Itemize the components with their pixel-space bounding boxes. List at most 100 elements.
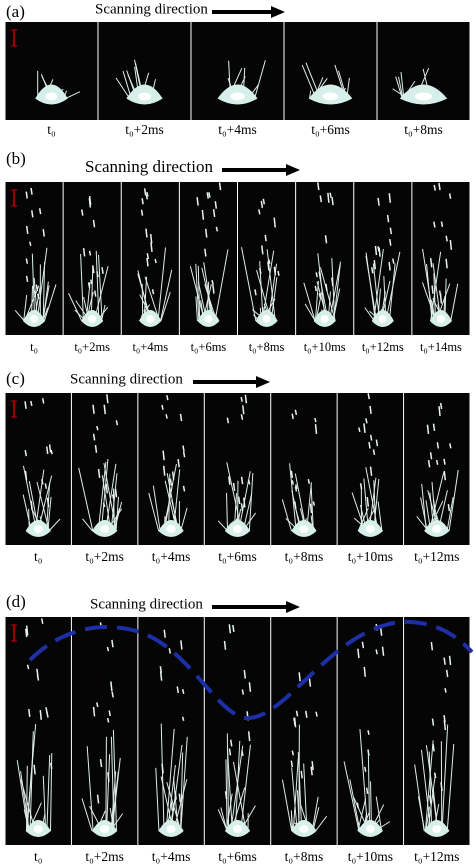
droplet: [226, 417, 230, 424]
droplet: [315, 711, 318, 717]
droplet: [294, 409, 298, 416]
droplet: [388, 193, 392, 203]
droplet: [45, 707, 48, 714]
droplet: [310, 766, 313, 776]
droplet: [298, 672, 301, 682]
droplet: [309, 503, 313, 514]
direction-label: Scanning direction: [90, 596, 203, 612]
spatter: [292, 757, 299, 832]
spatter: [367, 750, 371, 832]
droplet: [290, 760, 294, 768]
droplet: [319, 195, 323, 203]
spatter: [162, 463, 177, 532]
droplet: [36, 668, 39, 676]
droplet: [41, 479, 44, 485]
droplet: [224, 791, 228, 800]
droplet: [312, 501, 316, 506]
droplet: [261, 245, 264, 255]
droplet: [25, 191, 28, 199]
spatter: [232, 761, 247, 832]
droplet: [449, 443, 452, 449]
melt-core: [88, 315, 97, 323]
droplet: [300, 770, 303, 779]
droplet: [447, 503, 451, 512]
droplet: [429, 452, 433, 460]
droplet: [438, 406, 441, 417]
spatter: [197, 265, 201, 322]
droplet: [438, 182, 441, 191]
melt-core: [146, 315, 155, 323]
melt-core: [322, 92, 339, 101]
droplet: [25, 258, 29, 264]
spatter: [226, 462, 243, 532]
droplet: [314, 285, 318, 292]
droplet: [369, 466, 373, 476]
spatter: [375, 796, 383, 832]
spatter: [100, 304, 106, 322]
droplet: [433, 221, 436, 228]
droplet: [268, 259, 271, 265]
droplet: [88, 197, 92, 208]
spatter: [427, 773, 436, 832]
spatter: [373, 248, 384, 322]
spatter: [31, 253, 36, 322]
frame-time: t₀+4ms: [152, 549, 191, 564]
droplet: [115, 420, 119, 426]
droplet: [218, 182, 222, 191]
droplet: [367, 730, 370, 735]
spatter: [25, 723, 37, 832]
droplet: [318, 292, 321, 298]
spatter: [331, 258, 336, 322]
droplet: [177, 458, 180, 468]
droplet: [228, 624, 232, 634]
droplet: [373, 260, 377, 270]
droplet: [163, 629, 166, 638]
droplet: [363, 666, 367, 677]
spatter: [281, 779, 293, 832]
spatter: [226, 492, 229, 532]
melt-core: [432, 825, 442, 833]
droplet: [242, 405, 245, 415]
melt-core: [100, 525, 110, 533]
droplet: [273, 217, 276, 228]
spatter: [160, 291, 171, 322]
droplet: [46, 497, 50, 508]
melt-core: [365, 525, 375, 533]
droplet: [273, 266, 277, 276]
droplet: [247, 479, 251, 485]
spatter: [115, 77, 131, 99]
droplet: [432, 423, 436, 431]
droplet: [237, 496, 241, 505]
droplet: [146, 253, 150, 260]
droplet: [25, 225, 29, 234]
droplet: [429, 795, 432, 804]
spatter: [254, 60, 266, 99]
droplet: [369, 434, 373, 441]
spatter: [80, 253, 84, 322]
droplet: [357, 648, 360, 659]
droplet: [42, 229, 45, 237]
spatter: [214, 249, 229, 322]
frame: [337, 617, 404, 845]
droplet: [143, 188, 147, 196]
spatter: [446, 743, 455, 832]
droplet: [433, 184, 436, 191]
wave-curve: [28, 619, 474, 721]
droplet: [102, 502, 106, 508]
droplet: [372, 449, 376, 455]
droplet: [388, 261, 391, 271]
droplet: [96, 794, 100, 804]
spatter: [46, 755, 51, 832]
droplet: [294, 501, 297, 510]
droplet: [30, 400, 33, 407]
spatter: [426, 263, 433, 322]
spatter: [446, 497, 454, 532]
spatter: [42, 261, 46, 322]
spatter: [314, 280, 319, 322]
droplet: [443, 458, 446, 465]
spatter: [388, 263, 396, 322]
droplet: [377, 197, 380, 206]
droplet: [97, 468, 101, 478]
frame: [271, 617, 337, 845]
droplet: [106, 717, 110, 723]
